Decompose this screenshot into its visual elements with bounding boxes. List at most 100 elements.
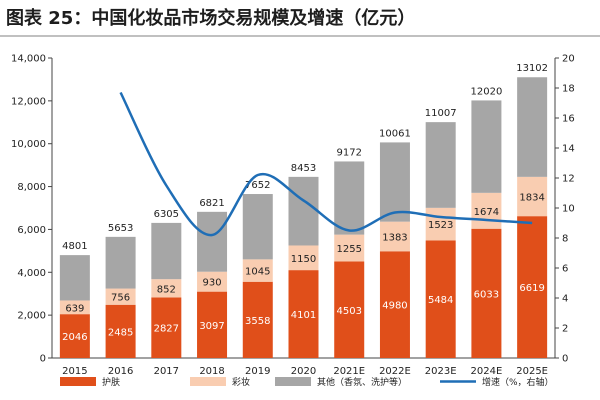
y-tick-label-left: 12,000: [11, 96, 46, 107]
bar-value-label: 4101: [291, 310, 316, 321]
bar-value-label: 1045: [245, 267, 270, 278]
bar-value-label: 2827: [154, 324, 179, 335]
bar-skincare: [334, 261, 365, 358]
bar-makeup: [197, 271, 228, 292]
y-tick-label-left: 6,000: [17, 225, 46, 236]
bar-value-label: 1150: [291, 254, 316, 265]
y-tick-label-right: 6: [562, 264, 568, 275]
bar-skincare: [425, 240, 456, 358]
legend-other-label: 其他（香氛、洗护等）: [317, 376, 407, 388]
bar-value-label: 4503: [337, 306, 362, 317]
bar-skincare: [197, 291, 228, 358]
legend-makeup-label: 彩妆: [232, 376, 250, 388]
bar-total-label: 4801: [62, 241, 87, 252]
bar-other: [242, 194, 273, 260]
bar-value-label: 6033: [474, 289, 499, 300]
bar-value-label: 5484: [428, 295, 453, 306]
bar-other: [379, 142, 410, 222]
y-tick-label-left: 14,000: [11, 54, 46, 65]
bar-skincare: [59, 314, 90, 358]
legend-skincare-label: 护肤: [102, 376, 120, 388]
growth-line: [119, 91, 533, 237]
bar-value-label: 852: [157, 284, 176, 295]
bar-makeup: [425, 207, 456, 241]
bar-value-label: 4980: [382, 301, 407, 312]
bar-makeup: [105, 288, 136, 305]
y-tick-label-right: 2: [562, 324, 568, 335]
bar-other: [59, 255, 90, 301]
bar-total-label: 6305: [154, 209, 179, 220]
bar-value-label: 6619: [519, 283, 544, 294]
x-tick-label: 2022E: [379, 366, 411, 377]
bar-skincare: [517, 216, 548, 358]
bar-skincare: [242, 281, 273, 358]
bar-value-label: 639: [65, 303, 84, 314]
bar-value-label: 1383: [382, 232, 407, 243]
bar-total-label: 10061: [379, 128, 411, 139]
y-tick-label-left: 4,000: [17, 268, 46, 279]
title-divider: [0, 35, 600, 37]
legend-other-swatch: [275, 377, 311, 386]
bar-value-label: 3558: [245, 316, 270, 327]
bar-total-label: 9172: [337, 147, 362, 158]
legend-skincare-swatch: [60, 377, 96, 386]
bar-value-label: 2046: [62, 332, 87, 343]
bar-total-label: 6821: [199, 198, 224, 209]
bar-value-label: 756: [111, 293, 130, 304]
bar-value-label: 2485: [108, 327, 133, 338]
x-tick-label: 2019: [245, 366, 270, 377]
y-tick-label-right: 14: [562, 144, 575, 155]
legend-growth-label: 增速（%，右轴）: [482, 376, 554, 388]
bar-skincare: [105, 304, 136, 358]
bar-other: [288, 176, 319, 246]
bar-total-label: 5653: [108, 223, 133, 234]
x-tick-label: 2025E: [516, 366, 548, 377]
x-tick-label: 2020: [291, 366, 316, 377]
bar-total-label: 13102: [516, 63, 548, 74]
x-tick-label: 2016: [108, 366, 133, 377]
chart-title: 图表 25：中国化妆品市场交易规模及增速（亿元）: [6, 8, 416, 29]
x-tick-label: 2018: [199, 366, 224, 377]
bar-value-label: 1255: [337, 244, 362, 255]
y-tick-label-left: 0: [40, 354, 46, 365]
bar-other: [105, 236, 136, 289]
y-tick-label-right: 0: [562, 354, 568, 365]
y-tick-label-right: 4: [562, 294, 568, 305]
y-tick-label-right: 12: [562, 174, 575, 185]
bar-total-label: 11007: [425, 108, 457, 119]
x-tick-label: 2024E: [471, 366, 503, 377]
bar-value-label: 1834: [519, 193, 544, 204]
bar-skincare: [288, 270, 319, 358]
bar-total-label: 12020: [471, 86, 503, 97]
bar-other: [471, 100, 502, 193]
x-tick-label: 2021E: [333, 366, 365, 377]
bar-skincare: [379, 251, 410, 358]
bar-makeup: [151, 279, 182, 298]
bar-value-label: 1674: [474, 207, 499, 218]
bar-other: [425, 122, 456, 208]
y-tick-label-right: 18: [562, 84, 575, 95]
bar-makeup: [242, 259, 273, 282]
bar-total-label: 7652: [245, 180, 270, 191]
y-tick-label-left: 2,000: [17, 311, 46, 322]
y-tick-label-right: 20: [562, 54, 575, 65]
x-tick-label: 2017: [154, 366, 179, 377]
y-tick-label-right: 10: [562, 204, 575, 215]
bar-makeup: [59, 300, 90, 315]
y-tick-label-right: 8: [562, 234, 568, 245]
bar-total-label: 8453: [291, 163, 316, 174]
x-tick-label: 2015: [62, 366, 87, 377]
bar-makeup: [517, 176, 548, 217]
y-tick-label-left: 8,000: [17, 182, 46, 193]
legend-makeup-swatch: [190, 377, 226, 386]
bar-value-label: 930: [202, 278, 221, 289]
bar-other: [151, 222, 182, 280]
bar-skincare: [151, 297, 182, 358]
bar-other: [517, 77, 548, 177]
bar-value-label: 1523: [428, 220, 453, 231]
y-tick-label-left: 10,000: [11, 139, 46, 150]
bar-makeup: [471, 192, 502, 229]
bar-skincare: [471, 228, 502, 358]
